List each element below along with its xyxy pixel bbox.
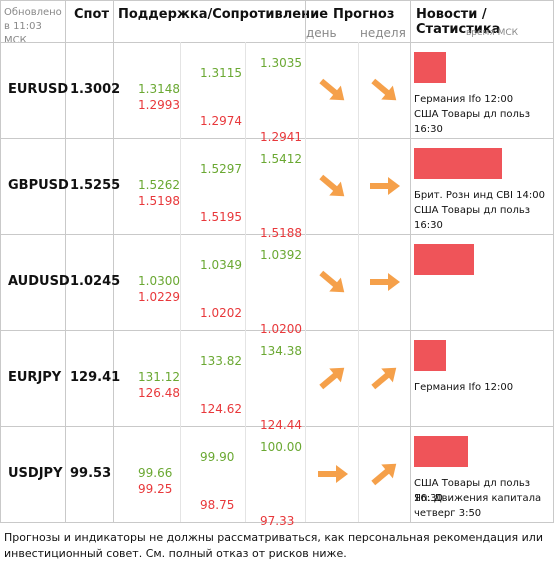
time-header: время МСК	[466, 28, 519, 38]
news-item: США Товары дл польз 16:30	[414, 478, 531, 504]
resistance: 133.82	[200, 354, 242, 368]
column-line	[180, 42, 181, 522]
row-line	[0, 0, 554, 1]
forecast-arrow	[312, 454, 352, 498]
resistance: 1.3148	[138, 82, 180, 96]
forecast-arrow	[364, 70, 404, 114]
forecast-arrow	[364, 358, 404, 402]
support: 1.0229	[138, 290, 180, 304]
news-item: США Товары дл польз 16:30	[414, 205, 531, 231]
news-item: США Товары дл польз 16:30	[414, 109, 531, 135]
row-line	[0, 42, 554, 43]
spot: 129.41	[70, 370, 121, 385]
news-item: Германия Ifo 12:00	[414, 382, 514, 393]
spot: 1.5255	[70, 178, 121, 193]
news-header: Новости / Статистика	[416, 7, 501, 37]
column-line	[305, 0, 306, 42]
pair: EURJPY	[8, 370, 62, 385]
support: 126.48	[138, 386, 180, 400]
news-bar	[414, 436, 468, 467]
column-line	[410, 0, 411, 522]
resistance: 1.3035	[260, 56, 302, 70]
forecast-arrow	[364, 454, 404, 498]
row-line	[0, 330, 554, 331]
resistance: 100.00	[260, 440, 302, 454]
row-line	[0, 522, 554, 523]
forecast-arrow	[312, 166, 352, 210]
pair: AUDUSD	[8, 274, 70, 289]
resistance: 1.0392	[260, 248, 302, 262]
column-line	[245, 42, 246, 522]
news-item: Яп. Движения капитала четверг 3:50	[414, 493, 542, 519]
support: 1.5195	[200, 210, 242, 224]
support: 97.33	[260, 514, 295, 528]
news-bar	[414, 148, 502, 179]
resistance: 1.5297	[200, 162, 242, 176]
support: 1.0202	[200, 306, 242, 320]
column-line	[358, 42, 359, 522]
support: 99.25	[138, 482, 173, 496]
spot: 99.53	[70, 466, 112, 481]
news-bar	[414, 52, 446, 83]
forecast-header: Прогноз	[333, 7, 395, 22]
forecast-arrow	[312, 358, 352, 402]
resistance: 1.0300	[138, 274, 180, 288]
pair: GBPUSD	[8, 178, 69, 193]
row-line	[0, 426, 554, 427]
news-bar	[414, 244, 474, 275]
support: 1.2941	[260, 130, 302, 144]
resistance: 134.38	[260, 344, 302, 358]
row-line	[0, 234, 554, 235]
support: 1.2993	[138, 98, 180, 112]
resistance: 99.90	[200, 450, 235, 464]
support: 1.2974	[200, 114, 242, 128]
support: 124.44	[260, 418, 302, 432]
forecast-arrow	[364, 262, 404, 306]
spot-header: Спот	[74, 7, 109, 22]
pair: EURUSD	[8, 82, 69, 97]
support: 1.5188	[260, 226, 302, 240]
resistance: 1.0349	[200, 258, 242, 272]
column-line	[305, 42, 306, 522]
support: 98.75	[200, 498, 235, 512]
updated: Обновлено в 11:03 МСК	[4, 7, 62, 46]
disclaimer: Прогнозы и индикаторы не должны рассматр…	[4, 531, 543, 560]
resistance: 1.5262	[138, 178, 180, 192]
pair: USDJPY	[8, 466, 63, 481]
resistance: 131.12	[138, 370, 180, 384]
resistance: 99.66	[138, 466, 173, 480]
column-line	[113, 0, 114, 522]
news-item: Германия Ifo 12:00	[414, 94, 514, 105]
spot: 1.0245	[70, 274, 121, 289]
forecast-arrow	[364, 166, 404, 210]
forecast-arrow	[312, 262, 352, 306]
spot: 1.3002	[70, 82, 121, 97]
levels-header: Поддержка/Сопротивление	[118, 7, 329, 22]
week-header: неделя	[360, 26, 406, 40]
support: 124.62	[200, 402, 242, 416]
resistance: 1.3115	[200, 66, 242, 80]
row-line	[0, 138, 554, 139]
news-item: Брит. Розн инд CBI 14:00	[414, 190, 545, 201]
column-line	[0, 0, 1, 522]
column-line	[65, 0, 66, 522]
support: 1.5198	[138, 194, 180, 208]
day-header: день	[306, 26, 337, 40]
resistance: 1.5412	[260, 152, 302, 166]
forecast-arrow	[312, 70, 352, 114]
support: 1.0200	[260, 322, 302, 336]
news-bar	[414, 340, 446, 371]
